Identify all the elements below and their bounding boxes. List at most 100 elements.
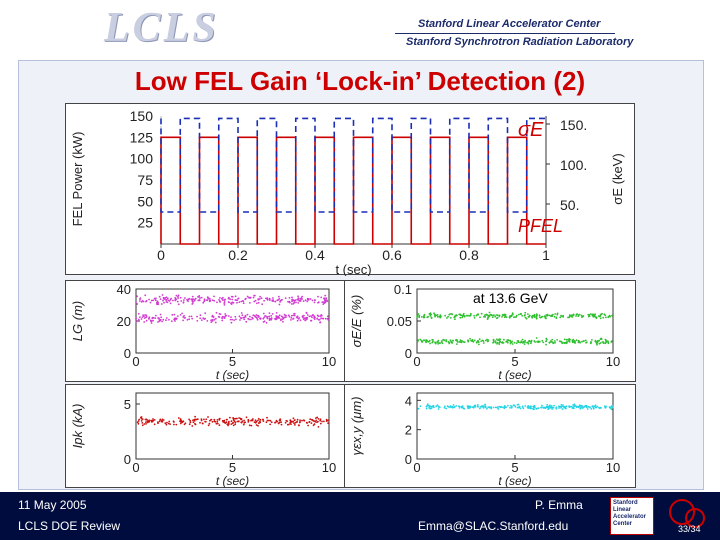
scatter-point (224, 315, 227, 317)
scatter-point (257, 298, 260, 301)
footer-bar (0, 492, 720, 540)
scatter-point (135, 317, 137, 320)
scatter-point (325, 299, 327, 301)
scatter-point (596, 340, 599, 343)
scatter-point (459, 341, 462, 343)
scatter-point (429, 342, 431, 345)
scatter-point (159, 298, 162, 300)
scatter-point (478, 338, 481, 340)
scatter-point (579, 407, 582, 410)
scatter-point (292, 417, 295, 420)
scatter-point (204, 312, 207, 315)
scatter-point (426, 405, 428, 407)
scatter-point (161, 320, 163, 323)
scatter-point (163, 298, 166, 300)
scatter-point (292, 318, 294, 320)
x-tick-label: 0.2 (228, 247, 248, 263)
scatter-point (165, 301, 168, 303)
scatter-point (165, 423, 168, 426)
scatter-point (145, 423, 147, 425)
scatter-point (440, 341, 443, 343)
scatter-point (189, 421, 192, 424)
scatter-point (562, 405, 565, 408)
scatter-point (482, 406, 485, 408)
scatter-point (298, 300, 301, 302)
scatter-point (195, 418, 198, 421)
scatter-point (591, 314, 594, 317)
scatter-point (565, 338, 568, 341)
scatter-point (573, 340, 576, 342)
scatter-point (238, 315, 241, 318)
scatter-point (548, 314, 551, 317)
scatter-point (268, 315, 271, 318)
scatter-point (444, 314, 447, 317)
scatter-point (438, 342, 441, 344)
scatter-point (227, 315, 230, 317)
scatter-point (306, 314, 309, 316)
scatter-point (574, 342, 576, 344)
scatter-point (296, 420, 298, 423)
scatter-point (555, 406, 558, 409)
scatter-point (136, 421, 139, 424)
scatter-point (303, 314, 305, 317)
scatter-point (513, 341, 516, 344)
scatter-point (208, 422, 211, 425)
scatter-point (173, 423, 175, 426)
scatter-point (319, 422, 322, 425)
scatter-point (277, 422, 280, 425)
scatter-point (173, 313, 176, 316)
y-axis-label: FEL Power (kW) (70, 132, 85, 227)
scatter-point (262, 312, 265, 315)
scatter-point (327, 419, 329, 422)
scatter-point (461, 405, 464, 408)
scatter-point (559, 316, 562, 319)
scatter-point (191, 295, 194, 298)
scatter-point (281, 318, 284, 321)
scatter-point (196, 315, 198, 318)
scatter-point (141, 316, 144, 318)
scatter-point (176, 300, 179, 303)
scatter-point (239, 319, 241, 321)
footer-review: LCLS DOE Review (18, 519, 121, 533)
scatter-point (576, 405, 579, 408)
scatter-point (445, 339, 448, 341)
scatter-point (203, 418, 205, 421)
y-tick-label: 0 (405, 346, 412, 361)
scatter-point (271, 300, 274, 302)
scatter-point (583, 340, 585, 342)
scatter-point (173, 421, 175, 423)
scatter-point (280, 318, 282, 320)
scatter-point (530, 342, 532, 345)
scatter-point (309, 418, 312, 421)
scatter-point (143, 423, 146, 425)
scatter-point (248, 424, 251, 427)
scatter-point (535, 317, 538, 320)
scatter-point (155, 314, 157, 317)
x-tick-label: 0 (157, 247, 165, 263)
scatter-point (454, 318, 456, 321)
scatter-point (541, 339, 544, 342)
scatter-point (198, 299, 201, 301)
scatter-point (319, 321, 321, 324)
scatter-point (550, 340, 552, 342)
scatter-point (213, 295, 215, 298)
scatter-point (450, 340, 453, 343)
scatter-point (143, 321, 146, 323)
scatter-point (228, 296, 230, 299)
scatter-point (596, 343, 598, 346)
scatter-point (488, 315, 490, 317)
scatter-point (232, 424, 235, 427)
scatter-point (192, 298, 195, 300)
scatter-point (224, 313, 227, 315)
scatter-point (456, 343, 458, 345)
scatter-point (522, 407, 525, 410)
scatter-point (154, 299, 157, 302)
scatter-point (455, 339, 457, 342)
scatter-point (255, 424, 258, 426)
x-axis-label: t (sec) (216, 474, 249, 488)
scatter-point (299, 319, 302, 322)
scatter-point (158, 295, 161, 298)
scatter-point (496, 341, 499, 344)
scatter-point (319, 418, 322, 421)
scatter-point (509, 316, 511, 318)
